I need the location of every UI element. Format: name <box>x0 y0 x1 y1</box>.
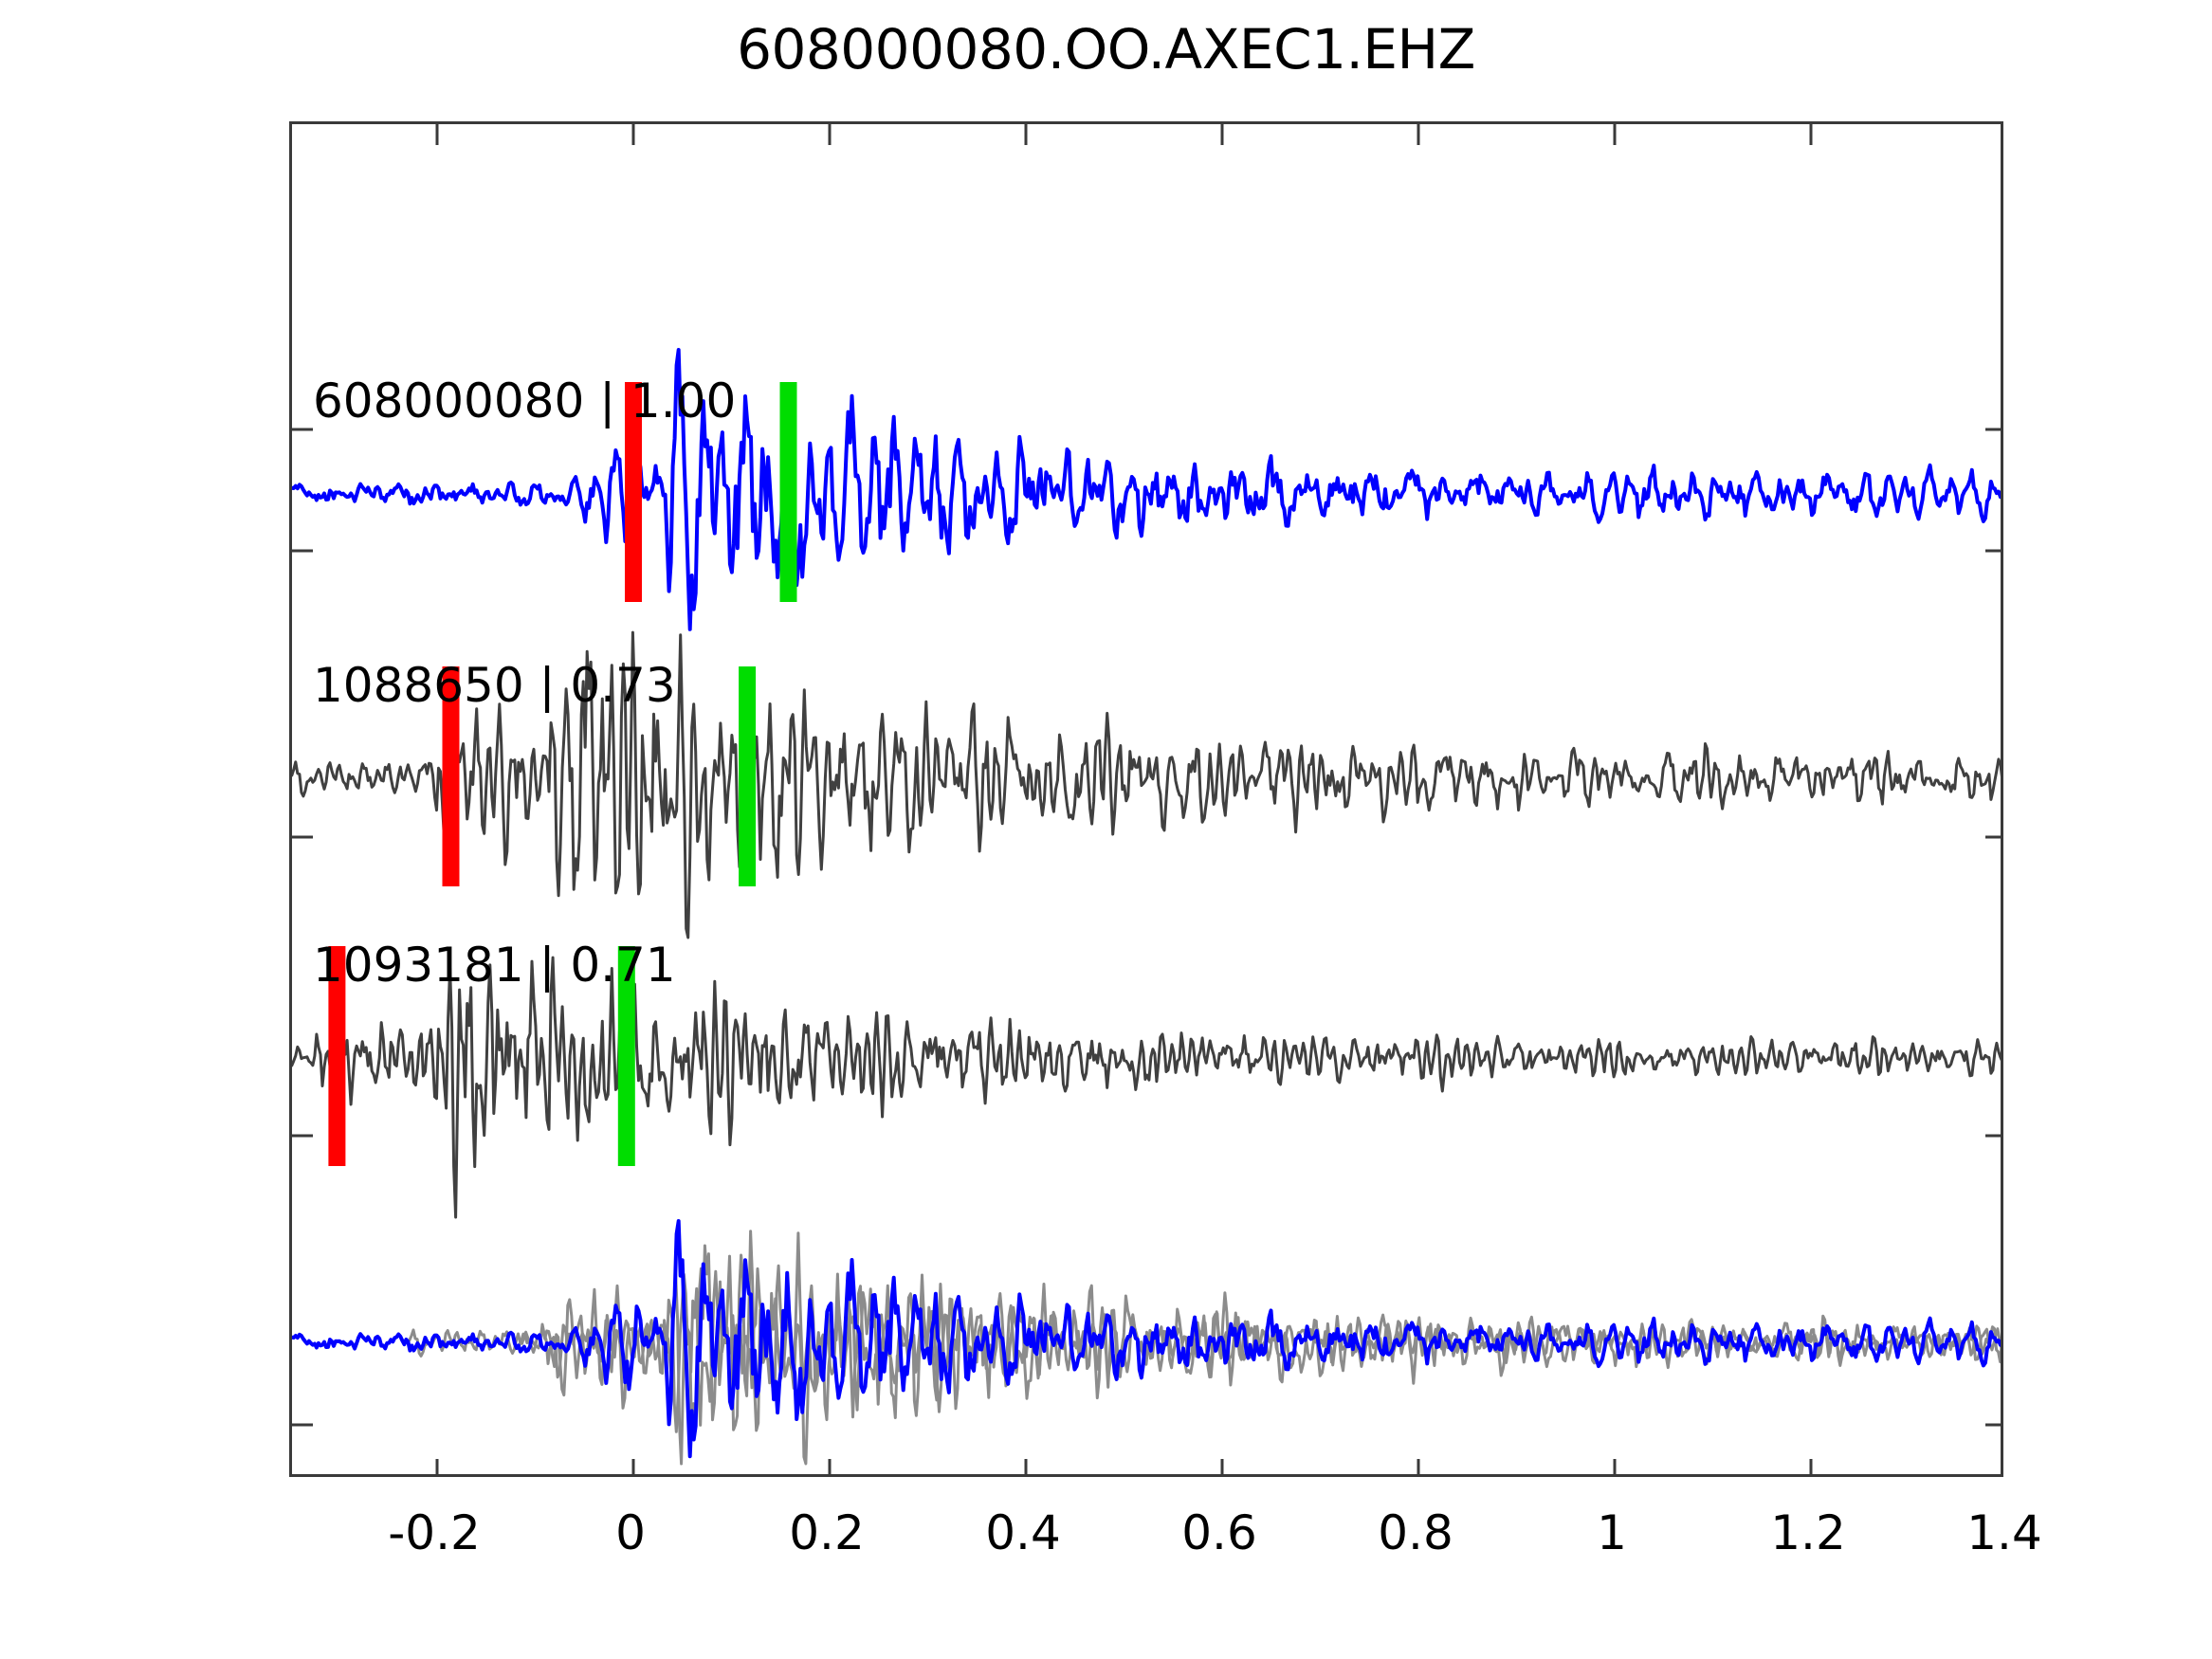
trace-label-1088650: 1088650 | 0.73 <box>313 658 676 713</box>
trace-label-608000080: 608000080 | 1.00 <box>313 374 737 428</box>
pick-marker-s-1093181[interactable] <box>617 946 635 1166</box>
page-title: 608000080.OO.AXEC1.EHZ <box>737 17 1475 82</box>
x-tick-label: 0.4 <box>985 1505 1061 1560</box>
waveform-1088650 <box>292 630 2001 939</box>
x-tick-label: 0 <box>615 1505 646 1560</box>
waveform-canvas <box>292 124 2001 1474</box>
overlay-waveform-template <box>292 1219 2001 1459</box>
pick-marker-p-1093181[interactable] <box>328 946 346 1166</box>
waveform-608000080 <box>292 348 2001 631</box>
trace-label-1093181: 1093181 | 0.71 <box>313 938 676 993</box>
waveform-1093181 <box>292 956 2001 1219</box>
pick-marker-p-608000080[interactable] <box>625 382 642 602</box>
x-tick-label: 1.4 <box>1966 1505 2042 1560</box>
x-tick-label: 0.8 <box>1378 1505 1453 1560</box>
x-tick-label: 1.2 <box>1770 1505 1846 1560</box>
x-tick-label: 0.2 <box>789 1505 865 1560</box>
x-tick-label: 0.6 <box>1181 1505 1257 1560</box>
plot-area <box>289 121 2003 1477</box>
x-tick-label: 1 <box>1597 1505 1627 1560</box>
pick-marker-s-1088650[interactable] <box>739 666 757 886</box>
x-tick-label: -0.2 <box>388 1505 481 1560</box>
pick-marker-p-1088650[interactable] <box>442 666 460 886</box>
pick-marker-s-608000080[interactable] <box>779 382 797 602</box>
